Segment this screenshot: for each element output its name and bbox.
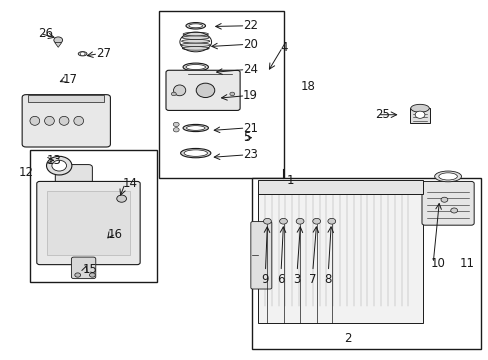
Bar bbox=[159, 12, 283, 178]
Text: 20: 20 bbox=[243, 38, 257, 51]
Text: 15: 15 bbox=[82, 263, 97, 276]
Bar bbox=[409, 108, 429, 123]
Text: 7: 7 bbox=[308, 273, 316, 286]
Ellipse shape bbox=[183, 63, 208, 71]
Text: 3: 3 bbox=[293, 273, 300, 286]
Circle shape bbox=[173, 122, 179, 127]
Text: 26: 26 bbox=[38, 27, 53, 40]
Text: 18: 18 bbox=[300, 80, 315, 93]
Text: 1: 1 bbox=[286, 174, 293, 186]
Text: 6: 6 bbox=[277, 273, 284, 286]
Ellipse shape bbox=[74, 116, 83, 125]
Text: 23: 23 bbox=[243, 148, 257, 161]
Bar bbox=[257, 180, 423, 194]
Text: 13: 13 bbox=[47, 154, 62, 167]
Circle shape bbox=[173, 128, 179, 132]
Ellipse shape bbox=[185, 64, 205, 69]
Text: 9: 9 bbox=[261, 273, 269, 286]
Circle shape bbox=[279, 219, 287, 224]
Circle shape bbox=[171, 92, 176, 96]
Circle shape bbox=[229, 92, 234, 96]
Ellipse shape bbox=[46, 156, 72, 175]
Ellipse shape bbox=[438, 173, 456, 180]
Circle shape bbox=[312, 219, 320, 224]
Circle shape bbox=[450, 208, 457, 213]
Bar bbox=[30, 149, 157, 282]
Text: 12: 12 bbox=[19, 166, 34, 179]
Text: 25: 25 bbox=[374, 108, 389, 121]
Text: 19: 19 bbox=[243, 89, 258, 102]
Text: 22: 22 bbox=[243, 19, 258, 32]
FancyBboxPatch shape bbox=[55, 165, 92, 197]
Bar bbox=[47, 191, 130, 255]
Ellipse shape bbox=[183, 32, 208, 36]
Text: 8: 8 bbox=[324, 273, 331, 286]
Polygon shape bbox=[55, 42, 61, 47]
FancyBboxPatch shape bbox=[71, 257, 96, 279]
Ellipse shape bbox=[410, 104, 428, 112]
Ellipse shape bbox=[30, 116, 40, 125]
Circle shape bbox=[263, 219, 271, 224]
Ellipse shape bbox=[182, 36, 209, 40]
Bar bbox=[28, 95, 104, 102]
Ellipse shape bbox=[186, 126, 204, 130]
Text: 16: 16 bbox=[108, 228, 122, 241]
Circle shape bbox=[414, 111, 424, 118]
Text: 24: 24 bbox=[243, 63, 258, 76]
FancyBboxPatch shape bbox=[22, 95, 110, 147]
Circle shape bbox=[54, 37, 62, 43]
Circle shape bbox=[75, 273, 81, 277]
Circle shape bbox=[80, 52, 85, 55]
FancyBboxPatch shape bbox=[165, 70, 240, 111]
Text: 10: 10 bbox=[430, 257, 445, 270]
Ellipse shape bbox=[183, 125, 208, 132]
Ellipse shape bbox=[52, 160, 66, 171]
Text: 21: 21 bbox=[243, 122, 258, 135]
Text: 17: 17 bbox=[62, 73, 78, 86]
Circle shape bbox=[440, 197, 447, 202]
FancyBboxPatch shape bbox=[37, 181, 140, 265]
Bar bbox=[257, 191, 423, 323]
Circle shape bbox=[296, 219, 304, 224]
Circle shape bbox=[117, 195, 126, 202]
Ellipse shape bbox=[185, 23, 205, 29]
Circle shape bbox=[327, 219, 335, 224]
Ellipse shape bbox=[196, 83, 214, 98]
Ellipse shape bbox=[181, 43, 210, 46]
FancyBboxPatch shape bbox=[250, 222, 271, 289]
Ellipse shape bbox=[434, 171, 461, 182]
Text: 14: 14 bbox=[122, 177, 137, 190]
Ellipse shape bbox=[183, 150, 207, 156]
Ellipse shape bbox=[180, 148, 210, 158]
Ellipse shape bbox=[188, 24, 202, 28]
Circle shape bbox=[89, 273, 95, 277]
Text: 2: 2 bbox=[344, 332, 351, 345]
Ellipse shape bbox=[59, 116, 69, 125]
Ellipse shape bbox=[181, 40, 209, 43]
Ellipse shape bbox=[44, 116, 54, 125]
Text: 11: 11 bbox=[459, 257, 474, 270]
Text: 27: 27 bbox=[96, 47, 111, 60]
Ellipse shape bbox=[182, 46, 209, 50]
Text: 4: 4 bbox=[280, 41, 287, 54]
Bar bbox=[251, 178, 480, 348]
Ellipse shape bbox=[78, 51, 87, 56]
Text: 5: 5 bbox=[243, 131, 250, 144]
Ellipse shape bbox=[173, 85, 185, 96]
FancyBboxPatch shape bbox=[421, 181, 473, 225]
